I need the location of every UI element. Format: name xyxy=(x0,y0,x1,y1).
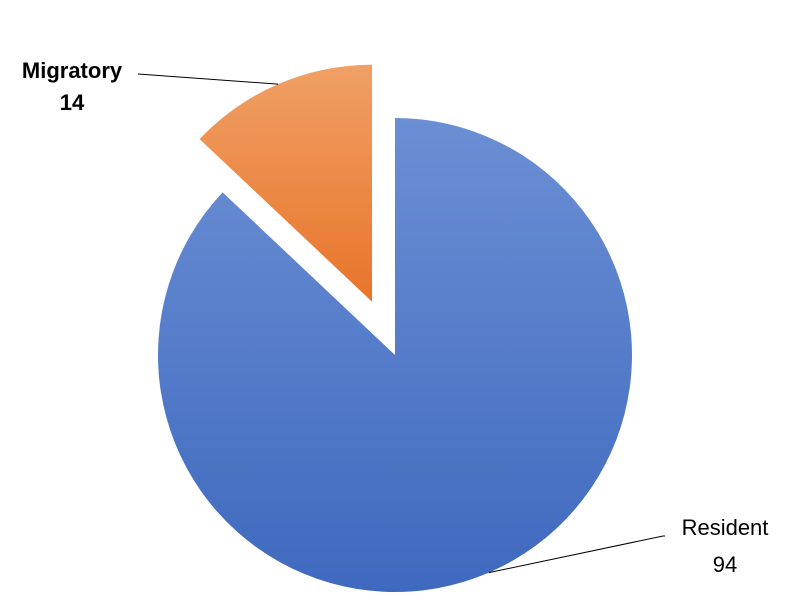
pie-slice-migratory xyxy=(199,64,373,302)
slice-value-resident: 94 xyxy=(713,552,737,577)
leader-line-migratory xyxy=(137,73,279,85)
slice-label-migratory: Migratory xyxy=(22,58,123,83)
leader-line-resident xyxy=(488,535,665,574)
pie-slice-resident xyxy=(157,118,632,592)
slice-value-migratory: 14 xyxy=(60,90,85,115)
slice-label-resident: Resident xyxy=(682,515,769,540)
